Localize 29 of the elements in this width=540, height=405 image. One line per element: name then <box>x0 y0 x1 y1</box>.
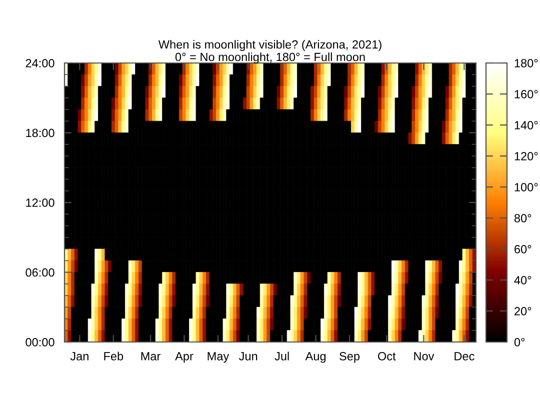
x-tick-label: Mar <box>141 352 160 360</box>
x-tick-label: Oct <box>378 352 396 360</box>
color-bar-label: 180° <box>514 59 538 68</box>
y-tick-label: 00:00 <box>26 338 54 346</box>
x-tick-label: Jan <box>70 352 88 360</box>
x-tick-label: May <box>208 352 230 363</box>
chart-subtitle: 0° = No moonlight, 180° = Full moon <box>175 52 365 64</box>
y-tick-label: 18:00 <box>26 128 54 138</box>
x-tick-label: Apr <box>175 352 194 363</box>
color-bar-label: 20° <box>514 307 532 316</box>
x-tick-label: Aug <box>305 352 326 363</box>
x-tick-label: Nov <box>414 352 434 360</box>
color-bar-label: 120° <box>514 152 538 160</box>
color-bar-label: 160° <box>514 90 538 98</box>
y-tick-label: 12:00 <box>26 198 54 207</box>
color-bar-label: 60° <box>514 245 532 254</box>
x-tick-label: Dec <box>454 352 474 360</box>
x-tick-label: Feb <box>104 352 124 360</box>
color-bar-label: 80° <box>514 214 532 222</box>
y-tick-label: 24:00 <box>26 59 54 68</box>
x-tick-label: Sep <box>340 352 360 363</box>
chart-title: When is moonlight visible? (Arizona, 2021) <box>158 40 382 51</box>
color-bar-label: 100° <box>514 183 538 192</box>
color-bar-label: 40° <box>514 276 532 284</box>
x-tick-label: Jun <box>238 352 258 360</box>
color-bar-label: 0° <box>514 338 525 346</box>
color-bar-label: 140° <box>514 121 538 130</box>
y-tick-label: 06:00 <box>26 268 54 277</box>
x-tick-label: Jul <box>274 352 289 360</box>
